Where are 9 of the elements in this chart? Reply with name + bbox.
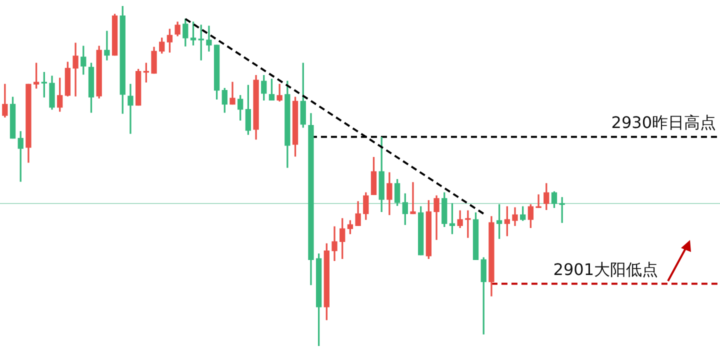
candlestick (206, 26, 212, 52)
candlestick (410, 182, 416, 214)
candlestick (536, 194, 542, 208)
candlestick (72, 42, 78, 96)
candlestick (104, 30, 110, 60)
candlestick (559, 197, 565, 223)
legend-label: 2901大阳低点 (553, 260, 658, 279)
ref-line-label: 2930昨日高点 (611, 113, 716, 132)
candlestick (128, 84, 134, 134)
